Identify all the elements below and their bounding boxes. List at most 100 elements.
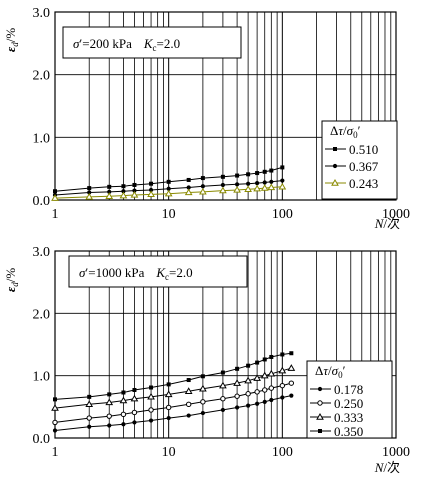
data-point [87, 424, 92, 429]
data-point [255, 401, 260, 406]
data-point [234, 393, 240, 399]
data-point [147, 190, 155, 198]
data-point [184, 387, 193, 394]
condition-note: σ′=1000 kPa Kc=2.0 [68, 255, 248, 288]
legend-box [306, 360, 393, 439]
data-point [186, 185, 191, 190]
data-point [52, 428, 58, 433]
data-point [219, 381, 227, 389]
data-point [121, 422, 126, 427]
data-point [166, 179, 171, 184]
data-point [164, 189, 173, 197]
condition-note-text: σ′=1000 kPa Kc=2.0 [79, 265, 193, 282]
legend-label: 0.350 [334, 424, 363, 439]
data-point [255, 171, 260, 176]
data-point [199, 187, 207, 195]
data-point [200, 410, 205, 416]
data-point [131, 409, 138, 416]
data-point [200, 176, 205, 181]
data-point [280, 352, 285, 357]
data-point [149, 385, 154, 390]
legend-label: 0.333 [334, 410, 363, 425]
data-point [262, 180, 267, 185]
x-tick-label: 1 [52, 207, 59, 222]
series-0.250 [52, 380, 295, 426]
data-point [278, 182, 287, 190]
data-point [262, 399, 267, 404]
data-point [287, 364, 296, 371]
x-tick-label: 1000 [382, 445, 410, 460]
data-point [121, 189, 126, 194]
data-point [220, 182, 225, 188]
data-point [289, 351, 294, 356]
legend-marker [333, 147, 337, 151]
data-point [53, 189, 57, 194]
x-tick-label: 1 [52, 445, 59, 460]
legend-item: 0.250 [310, 396, 363, 411]
data-point [166, 186, 171, 191]
data-point [244, 376, 252, 384]
y-tick-label: 0.0 [33, 432, 51, 447]
series-0.178 [52, 393, 294, 433]
y-tick-label: 1.0 [33, 370, 51, 385]
data-point [220, 370, 225, 375]
data-point [149, 181, 154, 186]
data-point [52, 419, 58, 426]
data-point [235, 182, 240, 187]
data-point [246, 181, 251, 186]
data-point [184, 188, 193, 196]
legend-item: 0.367 [325, 159, 379, 174]
series-0.243 [51, 182, 287, 201]
data-point [147, 392, 155, 400]
data-point [185, 401, 192, 408]
data-point [87, 190, 92, 195]
data-point [51, 404, 59, 411]
legend-item: 0.178 [310, 382, 363, 397]
chart-panel-1: 0.0 1.0 2.0 3.0 1 10 100 1000 εd/% N/次 σ′=200 kPa K… [3, 6, 410, 231]
y-tick-label: 3.0 [33, 6, 51, 21]
series-0.510 [53, 165, 285, 194]
data-point [269, 354, 274, 359]
data-point [235, 366, 240, 371]
data-point [262, 387, 268, 393]
data-point [166, 415, 171, 421]
data-point [246, 172, 251, 177]
y-axis-label: εd/% [3, 28, 20, 52]
condition-note-box [68, 255, 248, 288]
legend-marker [317, 400, 323, 406]
data-point [279, 382, 286, 389]
data-point [235, 173, 240, 178]
legend-marker [317, 386, 323, 392]
legend-item: 0.510 [325, 142, 378, 157]
x-tick-label: 100 [272, 207, 293, 222]
data-point [235, 405, 240, 410]
data-point [119, 191, 128, 199]
data-point [233, 185, 241, 193]
legend-title: Δτ/σ0′ [315, 363, 346, 380]
data-point [86, 415, 92, 421]
data-point [165, 404, 172, 411]
data-point [87, 186, 92, 191]
data-point [148, 418, 154, 423]
data-point [233, 379, 241, 386]
data-point [269, 397, 274, 403]
y-axis-label: εd/% [3, 268, 20, 292]
data-point [186, 378, 191, 383]
series-line [54, 186, 283, 199]
data-point [132, 182, 137, 187]
data-point [253, 374, 261, 381]
data-point [107, 184, 112, 189]
data-point [107, 423, 112, 428]
legend-marker [318, 429, 322, 433]
data-point [220, 396, 226, 402]
data-point [262, 169, 267, 174]
data-point [120, 411, 127, 418]
data-point [132, 188, 137, 193]
legend-item: 0.333 [310, 410, 363, 425]
x-tick-label: 10 [162, 445, 176, 460]
data-point [255, 180, 260, 186]
y-tick-label: 2.0 [33, 307, 51, 322]
